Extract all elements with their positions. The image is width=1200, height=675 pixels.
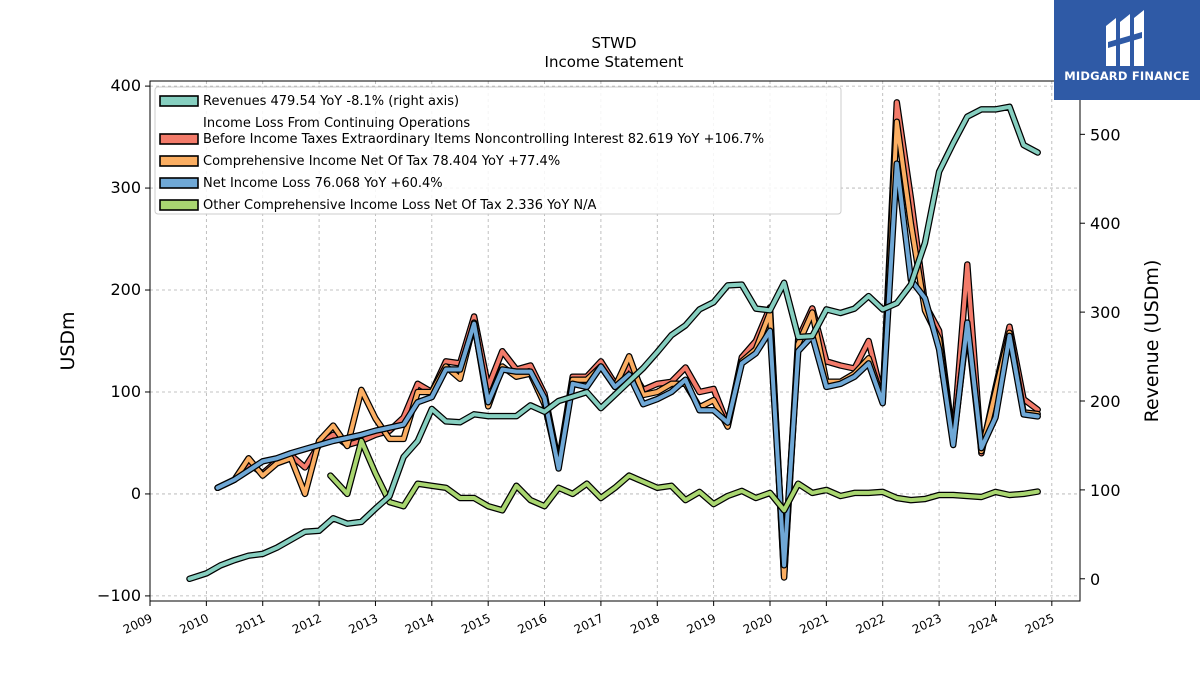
legend-label: Revenues 479.54 YoY -8.1% (right axis) <box>203 94 459 109</box>
plot-frame <box>149 80 1081 602</box>
legend-label: Comprehensive Income Net Of Tax 78.404 Y… <box>203 154 560 169</box>
brand-logo: MIDGARD FINANCE <box>1054 0 1200 100</box>
legend-label: Net Income Loss 76.068 YoY +60.4% <box>203 176 443 191</box>
series-line <box>215 119 1040 580</box>
legend-label: Income Loss From Continuing Operations <box>203 116 470 131</box>
x-tick-label: 2017 <box>572 611 606 637</box>
legend-label: Other Comprehensive Income Loss Net Of T… <box>203 198 597 213</box>
y2-axis-label: Revenue (USDm) <box>1141 260 1163 423</box>
y-tick-label: 300 <box>110 178 141 197</box>
series-lines <box>186 99 1041 583</box>
right-axis-ticks: 0 100 200 300 400 500 <box>1080 125 1121 589</box>
y-tick-label: −100 <box>97 586 141 605</box>
series-line <box>215 161 1040 568</box>
x-tick-label: 2012 <box>290 611 324 637</box>
legend-swatch <box>159 95 199 107</box>
y2-tick-label: 300 <box>1090 303 1121 322</box>
legend-swatch <box>159 155 199 167</box>
x-tick-label: 2009 <box>121 611 155 637</box>
series-3 <box>214 160 1041 569</box>
y2-tick-label: 500 <box>1090 125 1121 144</box>
x-tick-label: 2010 <box>177 611 211 637</box>
legend-label: Before Income Taxes Extraordinary Items … <box>203 132 764 147</box>
x-tick-label: 2016 <box>516 611 550 637</box>
x-tick-label: 2020 <box>741 611 775 637</box>
x-tick-label: 2015 <box>459 611 493 637</box>
brand-mark-icon <box>1106 10 1144 66</box>
legend-swatch <box>159 177 199 189</box>
legend-swatch <box>159 199 199 211</box>
x-tick-label: 2021 <box>797 611 831 637</box>
y-tick-label: 100 <box>110 382 141 401</box>
x-tick-label: 2022 <box>854 611 888 637</box>
x-tick-label: 2023 <box>910 611 944 637</box>
x-tick-label: 2013 <box>346 611 380 637</box>
y-tick-label: 200 <box>110 280 141 299</box>
y2-tick-label: 100 <box>1090 481 1121 500</box>
y-tick-label: 0 <box>131 484 141 503</box>
series-0 <box>186 103 1041 583</box>
legend: Revenues 479.54 YoY -8.1% (right axis) In… <box>154 86 842 215</box>
legend-box <box>154 86 842 215</box>
x-tick-label: 2025 <box>1023 611 1057 637</box>
y2-tick-label: 400 <box>1090 214 1121 233</box>
y2-tick-label: 200 <box>1090 392 1121 411</box>
left-axis-ticks: −100 0 100 200 300 400 <box>97 76 150 605</box>
brand-name: MIDGARD FINANCE <box>1064 69 1190 83</box>
x-tick-label: 2014 <box>403 611 437 637</box>
legend-swatch <box>159 133 199 145</box>
x-tick-label: 2019 <box>685 611 719 637</box>
series-2 <box>214 118 1041 581</box>
series-line <box>328 438 1040 513</box>
series-line <box>187 104 1040 581</box>
x-tick-label: 2011 <box>234 611 268 637</box>
y2-tick-label: 0 <box>1090 570 1100 589</box>
x-tick-label: 2018 <box>628 611 662 637</box>
y-axis-label: USDm <box>57 311 79 370</box>
x-tick-label: 2024 <box>966 611 1000 637</box>
series-4 <box>327 437 1041 514</box>
chart-title: STWD <box>591 34 636 52</box>
x-axis-ticks: 2009 2010 2011 2012 2013 2014 2015 2016 2017 2018… <box>121 601 1056 637</box>
y-tick-label: 400 <box>110 76 141 95</box>
chart-subtitle: Income Statement <box>545 53 684 71</box>
